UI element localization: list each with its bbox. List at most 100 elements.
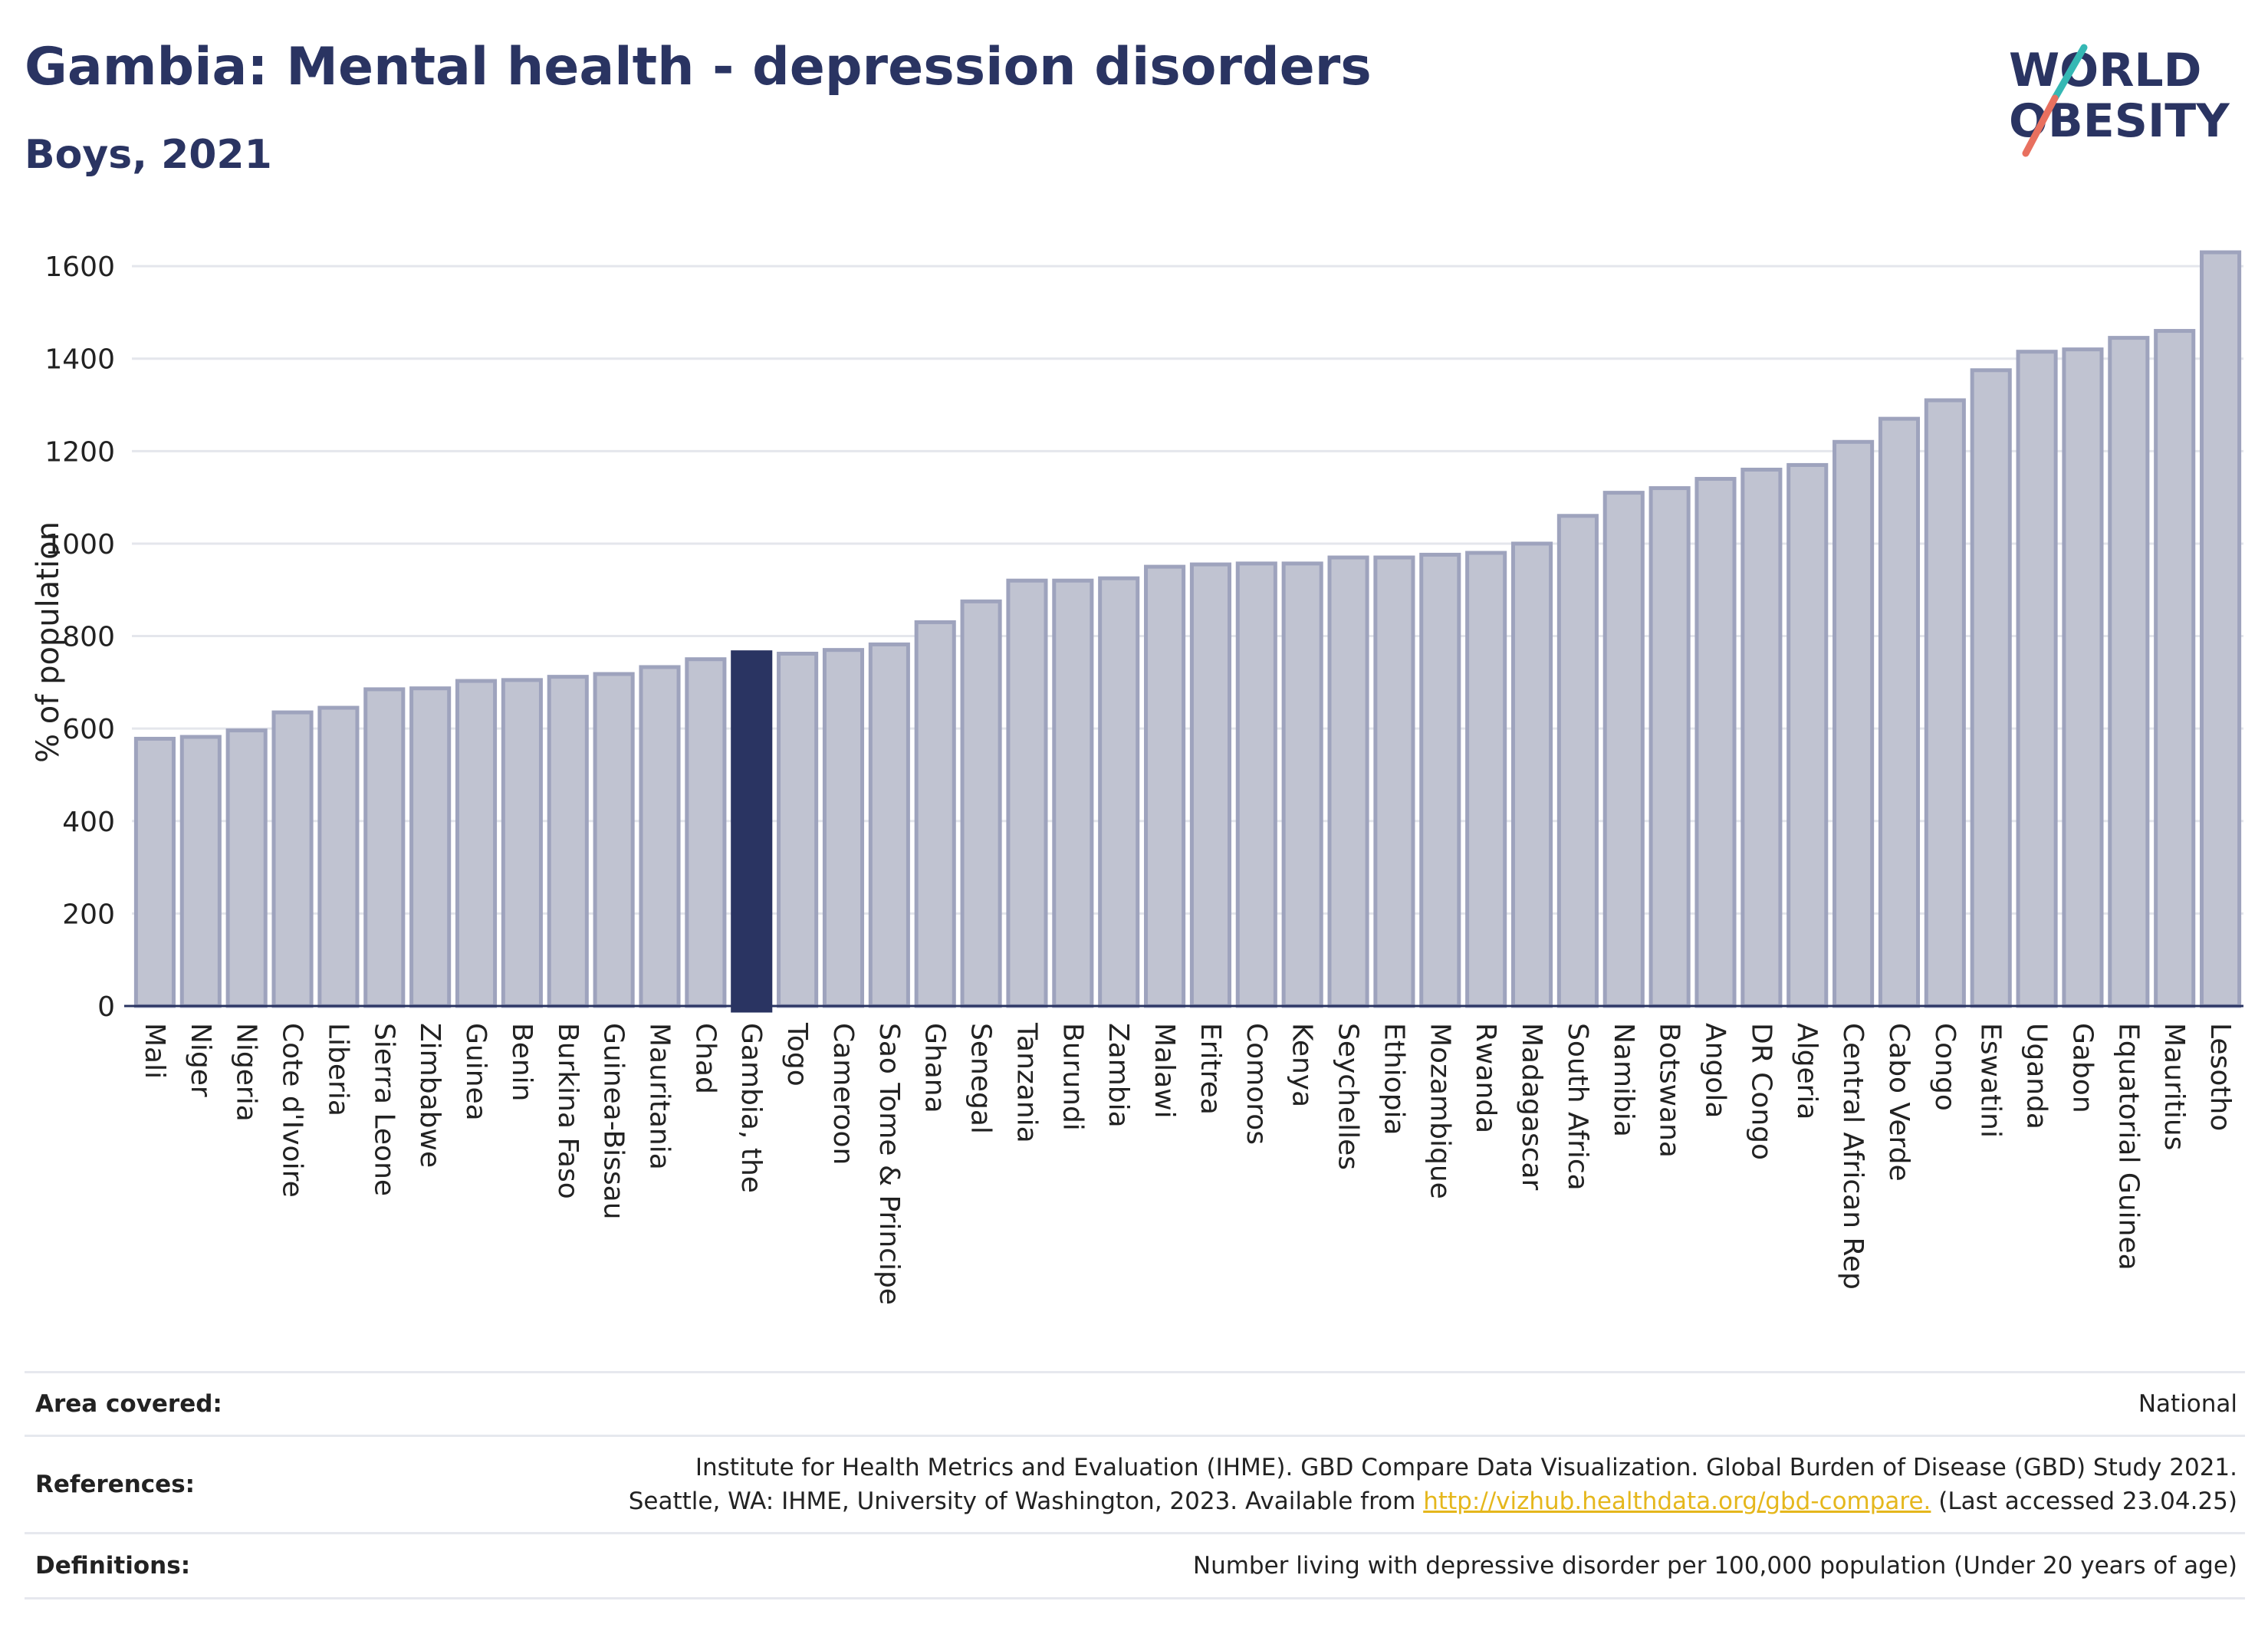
bar	[1327, 555, 1369, 1008]
bar	[1786, 462, 1829, 1008]
category-label: Burundi	[1057, 1023, 1088, 1131]
bar	[1648, 486, 1691, 1008]
bar	[1832, 439, 1875, 1008]
bar-highlight	[731, 650, 773, 1013]
category-label: Algeria	[1791, 1023, 1823, 1120]
y-tick-label: 600	[62, 714, 115, 745]
footer-table: Area covered: National References: Insti…	[25, 1371, 2245, 1599]
logo-slash-teal	[2051, 44, 2088, 102]
bar	[777, 651, 819, 1008]
bar	[1602, 491, 1645, 1008]
category-label: Angola	[1700, 1023, 1731, 1118]
category-label: Liberia	[322, 1023, 353, 1116]
category-label: Rwanda	[1470, 1023, 1501, 1133]
y-tick-label: 400	[62, 807, 115, 838]
category-label: Uganda	[2021, 1023, 2053, 1129]
bar	[1144, 564, 1186, 1008]
bar	[914, 620, 956, 1008]
bar	[547, 675, 589, 1008]
category-label: Gambia, the	[735, 1023, 767, 1193]
category-label: Cote d'Ivoire	[277, 1023, 308, 1198]
bar	[455, 679, 498, 1008]
references-link[interactable]: http://vizhub.healthdata.org/gbd-compare…	[1423, 1488, 1931, 1515]
bar	[2108, 336, 2150, 1008]
y-tick-label: 1400	[44, 344, 115, 376]
category-label: Mauritania	[644, 1023, 675, 1170]
logo-line1: WORLD	[2009, 44, 2201, 97]
category-label: Madagascar	[1516, 1023, 1547, 1191]
references-label: References:	[35, 1471, 196, 1498]
category-label: Sierra Leone	[368, 1023, 399, 1196]
category-label: Mozambique	[1424, 1023, 1455, 1199]
category-label: Guinea-Bissau	[598, 1023, 629, 1220]
y-tick-label: 0	[97, 991, 115, 1023]
bar	[1924, 398, 1966, 1008]
y-tick-label: 1200	[44, 436, 115, 468]
bar	[1970, 368, 2012, 1008]
bar	[1465, 551, 1507, 1008]
bar	[822, 648, 865, 1008]
category-label: Zambia	[1103, 1023, 1134, 1128]
category-label: Seychelles	[1333, 1023, 1364, 1170]
y-tick-labels: 0 200 400 600 800 1000 1200 1400 1600	[44, 252, 115, 1023]
category-label: Mauritius	[2158, 1023, 2190, 1150]
bar	[271, 710, 314, 1008]
bar	[1419, 552, 1461, 1008]
footer-row-definitions: Definitions: Number living with depressi…	[25, 1532, 2245, 1599]
category-label: Togo	[781, 1022, 813, 1087]
category-label: Cameroon	[827, 1023, 859, 1165]
area-value: National	[2138, 1390, 2237, 1418]
category-label: Sao Tome & Principe	[873, 1023, 905, 1305]
category-label: Namibia	[1608, 1023, 1639, 1137]
category-label: Eswatini	[1975, 1023, 2007, 1138]
bar	[1740, 467, 1783, 1008]
category-label: Gabon	[2066, 1023, 2098, 1113]
definitions-label: Definitions:	[35, 1552, 191, 1580]
bar	[960, 599, 1002, 1008]
category-label: Burkina Faso	[552, 1023, 583, 1199]
area-label: Area covered:	[35, 1390, 222, 1418]
category-label: Ethiopia	[1378, 1023, 1409, 1136]
category-label: Mali	[139, 1023, 170, 1079]
bar	[225, 728, 268, 1008]
category-label: Guinea	[460, 1023, 491, 1121]
category-label: Lesotho	[2204, 1023, 2236, 1131]
category-label: Equatorial Guinea	[2112, 1023, 2144, 1271]
bar	[179, 735, 222, 1008]
bar	[501, 678, 543, 1008]
footer-row-area: Area covered: National	[25, 1371, 2245, 1435]
bar	[868, 642, 910, 1008]
bar	[1510, 541, 1553, 1008]
bar	[409, 686, 452, 1008]
y-tick-label: 1600	[44, 252, 115, 283]
category-label: Comoros	[1241, 1023, 1272, 1145]
category-label: Malawi	[1149, 1023, 1180, 1119]
category-label: Benin	[506, 1023, 537, 1101]
bar	[2200, 250, 2242, 1008]
bar	[1694, 477, 1737, 1008]
y-axis-title: % of population	[31, 521, 66, 763]
bar	[317, 705, 360, 1008]
bar	[1006, 578, 1048, 1008]
bar	[363, 687, 406, 1008]
category-label: Senegal	[965, 1023, 997, 1134]
definitions-value: Number living with depressive disorder p…	[1192, 1552, 2237, 1580]
references-value: Institute for Health Metrics and Evaluat…	[629, 1451, 2245, 1518]
category-label: Tanzania	[1011, 1022, 1042, 1143]
category-label: Congo	[1929, 1023, 1961, 1111]
references-line2-pre: Seattle, WA: IHME, University of Washing…	[628, 1488, 1424, 1515]
bar	[1098, 576, 1140, 1008]
category-label: Chad	[689, 1023, 721, 1094]
category-label: Central African Rep	[1837, 1023, 1869, 1290]
references-line2-post: (Last accessed 23.04.25)	[1931, 1488, 2237, 1515]
bar	[639, 665, 681, 1008]
y-tick-label: 200	[62, 899, 115, 930]
bar	[133, 736, 176, 1008]
bar	[1189, 562, 1231, 1008]
footer-row-references: References: Institute for Health Metrics…	[25, 1435, 2245, 1532]
bar	[1878, 416, 1921, 1008]
y-tick-label: 1000	[44, 529, 115, 561]
bar	[593, 672, 635, 1008]
category-label: South Africa	[1562, 1023, 1593, 1191]
category-label: Cabo Verde	[1883, 1023, 1915, 1182]
